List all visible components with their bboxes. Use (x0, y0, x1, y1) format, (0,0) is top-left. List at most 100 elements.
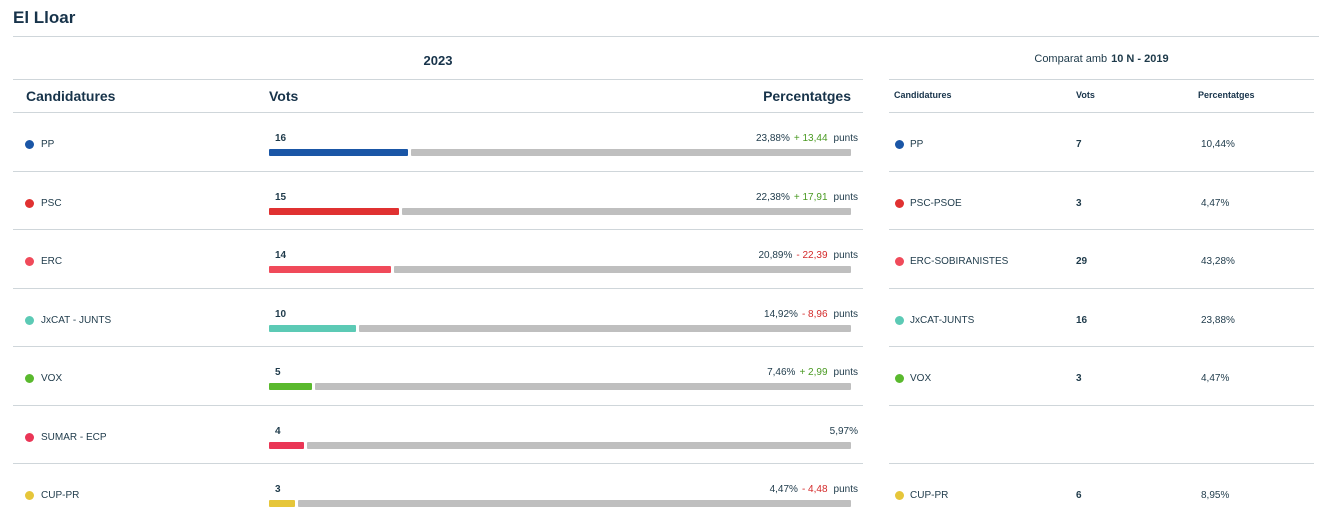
percent-unit: punts (833, 484, 858, 495)
percent-unit: punts (833, 250, 858, 261)
page-title: El Lloar (13, 8, 76, 27)
vote-count: 16 (275, 133, 287, 144)
divider (13, 463, 863, 464)
party-name: SUMAR - ECP (41, 431, 107, 443)
percent-line: 22,38% + 17,91 punts (756, 192, 858, 203)
cmp-col-header-votes: Vots (1076, 90, 1095, 100)
vote-share-bar (269, 500, 851, 507)
vote-count: 3 (1076, 373, 1082, 384)
party-color-dot (25, 140, 34, 149)
vote-share-fill (269, 441, 304, 449)
vote-count: 15 (275, 191, 287, 203)
party-name: ERC (41, 256, 63, 267)
result-row: PP 16 23,88% + 13,44 punts (13, 113, 863, 171)
party-name: ERC-SOBIRANISTES (910, 256, 1009, 267)
vote-share-bar (269, 149, 851, 156)
col-header-votes: Vots (269, 88, 299, 104)
percent-value: 22,38% (755, 191, 790, 203)
party-color-dot (895, 374, 904, 383)
vote-count: 6 (1076, 490, 1082, 501)
comparison-label: Comparat amb (1034, 53, 1108, 65)
party-color-dot (25, 491, 34, 500)
divider (889, 170, 1314, 172)
party-name: PP (910, 139, 924, 150)
divider (889, 404, 1314, 406)
percent-value: 4,47% (1201, 197, 1230, 209)
col-header-party: Candidatures (26, 88, 116, 104)
vote-share-bar (269, 324, 851, 332)
comparison-election: 10 N - 2019 (1111, 53, 1169, 65)
comparison-row: PSC-PSOE 3 4,47% (889, 172, 1314, 230)
divider (13, 346, 863, 347)
result-row: SUMAR - ECP 4 5,97% (13, 406, 863, 464)
percent-unit: punts (833, 191, 858, 203)
col-header-percent: Percentatges (763, 88, 851, 104)
result-row: ERC 14 20,89% - 22,39 punts (13, 230, 863, 288)
vote-share-fill (269, 500, 295, 507)
vote-share-remaining (359, 324, 851, 332)
vote-count: 16 (1076, 314, 1088, 326)
comparison-heading: Comparat amb 10 N - 2019 (889, 53, 1314, 65)
result-row: CUP-PR 3 4,47% - 4,48 punts (13, 464, 863, 522)
vote-count: 3 (275, 484, 281, 495)
percent-change: + 13,44 (793, 133, 828, 144)
vote-share-fill (269, 383, 312, 390)
vote-share-remaining (411, 149, 851, 156)
comparison-row: VOX 3 4,47% (889, 347, 1314, 405)
result-row: VOX 5 7,46% + 2,99 punts (13, 347, 863, 405)
percent-value: 10,44% (1201, 139, 1235, 150)
vote-share-remaining (394, 266, 851, 273)
comparison-row: PP 7 10,44% (889, 113, 1314, 171)
vote-share-bar (269, 383, 851, 390)
percent-value: 7,46% (767, 367, 796, 378)
divider (13, 112, 863, 113)
percent-value: 43,28% (1201, 256, 1235, 267)
percent-unit: punts (833, 308, 858, 320)
divider (889, 79, 1314, 80)
vote-count: 3 (1076, 197, 1082, 209)
party-name: PP (41, 139, 55, 150)
title-divider (13, 36, 1319, 37)
vote-count: 14 (275, 250, 287, 261)
percent-value: 23,88% (1201, 314, 1235, 326)
cmp-col-header-party: Candidatures (894, 90, 952, 100)
divider (13, 79, 863, 80)
comparison-row: JxCAT-JUNTS 16 23,88% (889, 289, 1314, 347)
divider (13, 404, 863, 406)
percent-unit: punts (833, 367, 858, 378)
party-color-dot (895, 491, 904, 500)
party-color-dot (895, 198, 904, 208)
percent-unit: punts (833, 133, 858, 144)
percent-change: - 4,48 (801, 484, 828, 495)
percent-line: 5,97% (830, 426, 858, 437)
percent-change: + 17,91 (793, 191, 828, 203)
percent-change: - 8,96 (801, 308, 828, 320)
party-color-dot (895, 140, 904, 149)
vote-count: 7 (1076, 139, 1082, 150)
comparison-row (889, 406, 1314, 464)
vote-share-fill (269, 149, 408, 156)
percent-change: + 2,99 (799, 367, 828, 378)
year-heading: 2023 (423, 53, 453, 68)
divider (889, 112, 1314, 113)
divider (889, 463, 1314, 464)
percent-line: 7,46% + 2,99 punts (767, 367, 858, 378)
percent-change: - 22,39 (796, 250, 828, 261)
vote-share-remaining (402, 207, 851, 215)
percent-value: 23,88% (755, 133, 790, 144)
percent-value: 20,89% (758, 250, 793, 261)
percent-value: 8,95% (1201, 490, 1230, 501)
party-color-dot (25, 432, 34, 442)
divider (13, 170, 863, 172)
party-color-dot (895, 315, 904, 325)
vote-share-fill (269, 266, 391, 273)
divider (13, 229, 863, 230)
vote-share-bar (269, 266, 851, 273)
divider (889, 346, 1314, 347)
percent-line: 23,88% + 13,44 punts (756, 133, 858, 144)
party-color-dot (25, 315, 34, 325)
cmp-col-header-percent: Percentatges (1198, 90, 1255, 100)
party-name: PSC (41, 197, 62, 209)
divider (13, 287, 863, 289)
vote-share-fill (269, 324, 356, 332)
